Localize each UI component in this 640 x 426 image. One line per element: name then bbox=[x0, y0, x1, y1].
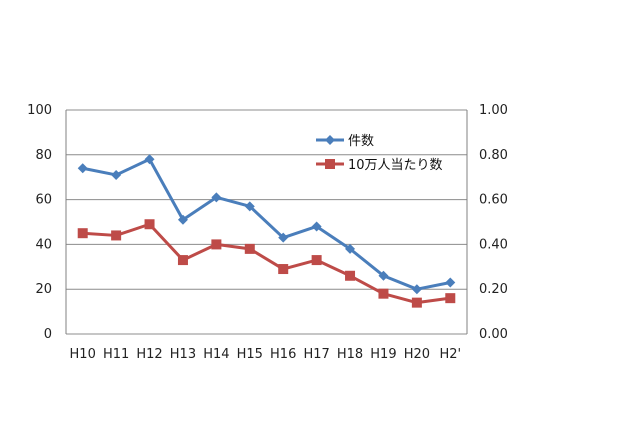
legend-marker bbox=[325, 159, 335, 169]
x-tick-label: H20 bbox=[404, 347, 430, 362]
left-tick-label: 60 bbox=[35, 193, 52, 208]
x-tick-label: H13 bbox=[170, 347, 196, 362]
right-tick-label: 1.00 bbox=[479, 103, 508, 118]
data-point bbox=[177, 214, 188, 225]
data-point bbox=[77, 163, 88, 174]
data-point bbox=[311, 255, 322, 266]
x-tick-label: H2' bbox=[439, 347, 461, 362]
legend-marker bbox=[325, 135, 335, 145]
data-point bbox=[278, 232, 289, 243]
gridlines bbox=[66, 109, 467, 335]
data-point bbox=[411, 284, 422, 295]
left-tick-label: 100 bbox=[27, 103, 52, 118]
x-tick-label: H16 bbox=[270, 347, 296, 362]
legend-label: 10万人当たり数 bbox=[348, 158, 443, 173]
data-point bbox=[278, 264, 289, 275]
data-point bbox=[345, 270, 356, 281]
right-tick-label: 0.20 bbox=[479, 282, 508, 297]
data-point bbox=[445, 293, 456, 304]
x-tick-label: H11 bbox=[103, 347, 129, 362]
x-tick-label: H15 bbox=[237, 347, 263, 362]
x-tick-label: H14 bbox=[203, 347, 229, 362]
x-tick-label: H19 bbox=[370, 347, 396, 362]
data-point bbox=[144, 219, 155, 230]
data-point bbox=[244, 243, 255, 254]
left-axis-ticks: 0 20 40 60 80 100 bbox=[27, 103, 52, 342]
x-tick-label: H10 bbox=[70, 347, 96, 362]
x-tick-label: H12 bbox=[136, 347, 162, 362]
data-point bbox=[244, 201, 255, 212]
left-tick-label: 40 bbox=[35, 237, 52, 252]
right-tick-label: 0.00 bbox=[479, 327, 508, 342]
series bbox=[77, 154, 456, 308]
right-tick-label: 0.80 bbox=[479, 148, 508, 163]
data-point bbox=[345, 243, 356, 254]
right-tick-label: 0.60 bbox=[479, 193, 508, 208]
data-point bbox=[411, 297, 422, 308]
right-axis-ticks: 0.00 0.20 0.40 0.60 0.80 1.00 bbox=[479, 103, 508, 342]
x-tick-label: H18 bbox=[337, 347, 363, 362]
data-point bbox=[378, 270, 389, 281]
data-point bbox=[311, 221, 322, 232]
left-tick-label: 20 bbox=[35, 282, 52, 297]
x-axis-ticks: H10 H11 H12 H13 H14 H15 H16 H17 H18 H19 H20 H2' bbox=[70, 347, 462, 362]
x-tick-label: H17 bbox=[303, 347, 329, 362]
data-point bbox=[144, 154, 155, 165]
data-point bbox=[211, 192, 222, 203]
legend-label: 件数 bbox=[348, 134, 374, 149]
left-tick-label: 80 bbox=[35, 148, 52, 163]
series-line bbox=[82, 157, 451, 291]
data-point bbox=[378, 288, 389, 299]
legend: 件数 10万人当たり数 bbox=[316, 134, 443, 173]
data-point bbox=[211, 239, 222, 250]
data-point bbox=[77, 228, 88, 239]
data-point bbox=[445, 277, 456, 288]
left-tick-label: 0 bbox=[44, 327, 52, 342]
right-tick-label: 0.40 bbox=[479, 237, 508, 252]
data-point bbox=[177, 255, 188, 266]
series-line bbox=[82, 222, 451, 305]
data-point bbox=[111, 230, 122, 241]
data-point bbox=[111, 169, 122, 180]
